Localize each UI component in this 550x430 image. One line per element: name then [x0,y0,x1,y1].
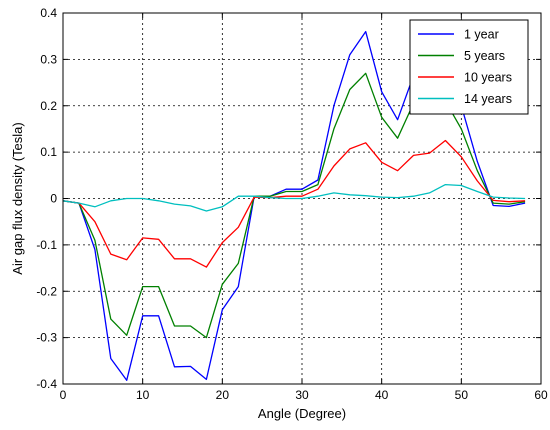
axes-frame [62,12,542,385]
x-tick-label: 60 [534,388,548,402]
y-tick-label: 0.2 [40,99,57,113]
x-tick-label: 50 [455,388,469,402]
legend-label-4: 14 years [464,92,512,106]
x-tick-label: 30 [295,388,309,402]
y-axis-label: Air gap flux density (Tesla) [10,122,25,274]
tick-labels: 0 10 20 30 40 50 60 0.4 0.3 0.2 0.1 0 -0.1 -0.2 -0.3 -0… [36,6,548,402]
y-tick-label: -0.3 [36,331,57,345]
y-tick-label: 0.1 [40,145,57,159]
legend: 1 year 5 years 10 years 14 years [409,19,529,115]
legend-label-3: 10 years [464,71,512,85]
y-tick-label: 0.4 [40,6,57,20]
y-tick-label: -0.4 [36,377,57,391]
legend-label-1: 1 year [464,28,499,42]
x-tick-label: 0 [60,388,67,402]
y-tick-label: 0 [50,192,57,206]
x-tick-label: 20 [216,388,230,402]
y-tick-label: -0.1 [36,238,57,252]
y-tick-label: -0.2 [36,284,57,298]
x-tick-label: 40 [375,388,389,402]
y-tick-label: 0.3 [40,52,57,66]
series-line-3 [62,139,526,268]
x-axis-label: Angle (Degree) [258,406,346,421]
x-tick-label: 10 [136,388,150,402]
legend-label-2: 5 years [464,49,505,63]
plot-frame [62,12,542,385]
series-line-4 [62,183,526,212]
